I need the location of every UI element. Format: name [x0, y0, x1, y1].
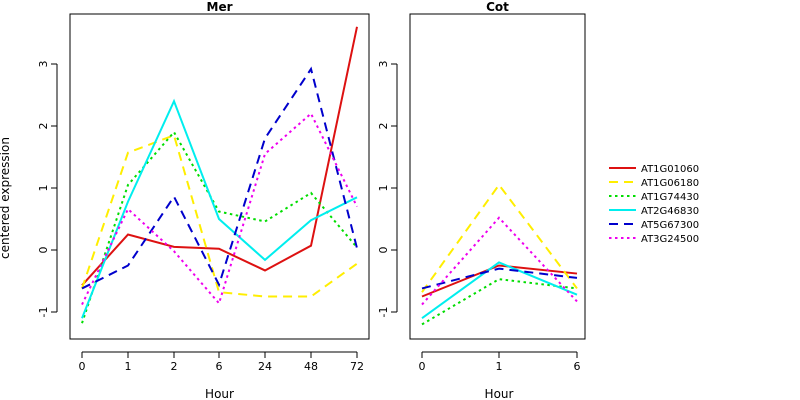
- x-tick-label: 6: [216, 360, 223, 373]
- y-tick-label: 1: [37, 185, 50, 192]
- series-line-at3g24500: [81, 111, 358, 306]
- x-tick-label: 24: [258, 360, 272, 373]
- x-tick-label: 0: [419, 360, 426, 373]
- x-tick-label: 1: [125, 360, 132, 373]
- panel-cot-x-axis-label: Hour: [485, 387, 514, 400]
- series-line-at5g67300: [421, 267, 578, 290]
- panel-cot: Cot -1 0 1 2 3 0 1 6 Hour: [377, 0, 586, 400]
- y-axis-label: centered expression: [0, 137, 12, 259]
- series-line-at3g24500: [421, 216, 578, 306]
- x-tick-label: 2: [171, 360, 178, 373]
- panel-mer-x-axis: 0 1 2 6 24 48 72: [79, 351, 364, 373]
- legend-label: AT3G24500: [641, 234, 699, 245]
- series-line-at1g01060: [421, 264, 578, 298]
- panel-mer-frame: [69, 13, 370, 340]
- panel-cot-series: [421, 183, 578, 326]
- panel-cot-frame: [409, 13, 586, 340]
- y-tick-label: 0: [377, 247, 390, 254]
- legend-label: AT1G06180: [641, 178, 699, 189]
- y-tick-label: 2: [37, 123, 50, 130]
- legend-label: AT5G67300: [641, 220, 699, 231]
- legend-label: AT1G01060: [641, 164, 699, 175]
- legend: AT1G01060 AT1G06180 AT1G74430 AT2G46830 AT5G…: [609, 164, 699, 245]
- series-line-at2g46830: [421, 261, 578, 320]
- x-tick-label: 72: [350, 360, 364, 373]
- panel-cot-title: Cot: [486, 0, 509, 14]
- series-line-at2g46830: [81, 98, 358, 319]
- x-tick-label: 0: [79, 360, 86, 373]
- series-line-at5g67300: [81, 66, 358, 290]
- x-tick-label: 48: [304, 360, 318, 373]
- series-line-at1g06180: [81, 133, 358, 298]
- x-tick-label: 1: [496, 360, 503, 373]
- x-tick-label: 6: [574, 360, 581, 373]
- panel-mer-x-axis-label: Hour: [205, 387, 234, 400]
- y-tick-label: 1: [377, 185, 390, 192]
- y-tick-label: 2: [377, 123, 390, 130]
- panel-cot-x-axis: 0 1 6: [419, 351, 581, 373]
- panel-mer: Mer -1 0 1 2 3 0 1 2 6 24 48 72 Hour: [37, 0, 370, 400]
- series-line-at1g74430: [81, 130, 358, 324]
- panel-cot-y-axis: -1 0 1 2 3: [377, 61, 398, 318]
- y-tick-label: -1: [377, 307, 390, 318]
- y-tick-label: 0: [37, 247, 50, 254]
- legend-label: AT1G74430: [641, 192, 699, 203]
- legend-label: AT2G46830: [641, 206, 699, 217]
- y-tick-label: -1: [37, 307, 50, 318]
- series-line-at1g01060: [81, 26, 358, 287]
- y-tick-label: 3: [377, 61, 390, 68]
- series-line-at1g06180: [421, 183, 578, 293]
- panel-mer-series: [81, 26, 358, 324]
- panel-mer-y-axis: -1 0 1 2 3: [37, 61, 58, 318]
- y-tick-label: 3: [37, 61, 50, 68]
- panel-mer-title: Mer: [207, 0, 233, 14]
